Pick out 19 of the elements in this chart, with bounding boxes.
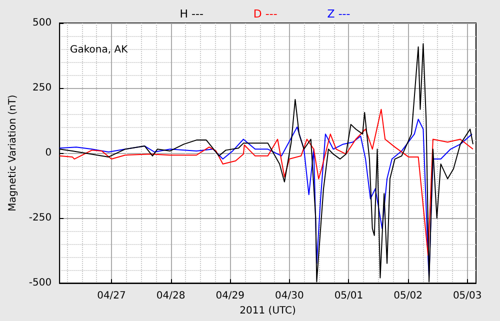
y-tick-label: 500 [32,18,52,28]
y-tick-label: -500 [28,278,52,289]
text: D --- [253,8,278,20]
x-tick-label: 04/27 [97,290,126,302]
y-tick-label: 250 [32,82,52,94]
y-tick-label: -250 [28,212,52,224]
annotation: Gakona, AK [70,44,128,56]
x-tick-label: 04/29 [216,290,245,302]
x-tick-label: 04/30 [275,290,304,302]
y-tick-label: 0 [45,148,52,159]
x-axis-title: 2011 (UTC) [240,306,296,316]
text: Z --- [327,8,350,20]
y-axis-title: Magnetic Variation (nT) [8,94,18,212]
x-tick-label: 04/28 [156,290,186,302]
x-tick-label: 05/02 [394,290,422,302]
x-tick-label: 05/01 [334,290,364,302]
line-series [59,108,474,256]
x-tick-label: 05/03 [452,290,482,302]
text: H --- [180,8,204,20]
